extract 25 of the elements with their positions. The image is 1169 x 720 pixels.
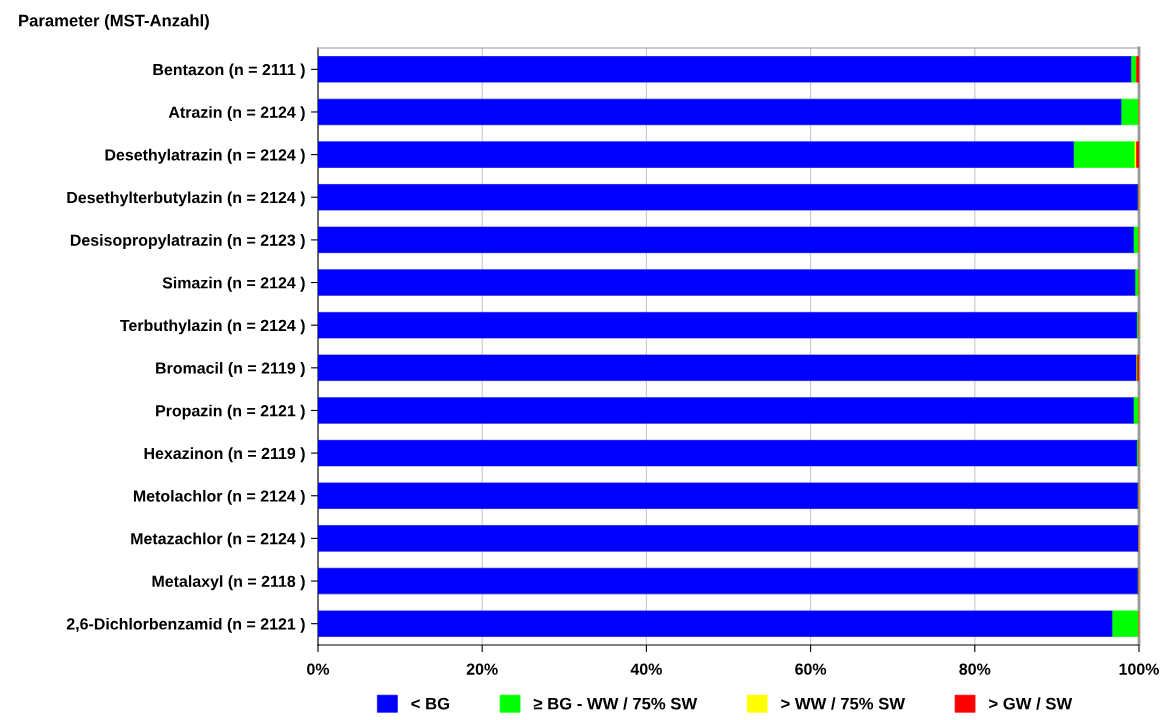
y-tick-label: Desisopropylatrazin (n = 2123 )	[70, 234, 305, 249]
y-tick-label: Metolachlor (n = 2124 )	[133, 489, 305, 505]
legend-label: ≥ BG - WW / 75% SW	[533, 697, 698, 710]
x-tick-label: 60%	[795, 663, 827, 675]
x-tick-label: 40%	[630, 663, 662, 675]
legend-label: > GW / SW	[989, 697, 1073, 710]
y-tick-label: Bentazon (n = 2111 )	[153, 63, 305, 79]
y-tick-label: Hexazinon (n = 2119 )	[144, 447, 305, 463]
y-tick-label: Desethylatrazin (n = 2124 )	[105, 148, 305, 164]
y-tick-label: Propazin (n = 2121 )	[156, 404, 305, 420]
y-tick-label: Metazachlor (n = 2124 )	[131, 532, 305, 548]
x-tick-label: 0%	[307, 663, 330, 675]
y-axis-title: Parameter (MST-Anzahl)	[19, 14, 209, 30]
x-tick-label: 20%	[466, 663, 498, 675]
x-tick-label: 100%	[1119, 663, 1160, 675]
legend-label: > WW / 75% SW	[781, 697, 906, 710]
x-tick-label: 80%	[959, 663, 991, 675]
legend-label: < BG	[411, 697, 450, 710]
y-tick-label: Atrazin (n = 2124 )	[168, 106, 305, 122]
y-tick-label: Terbuthylazin (n = 2124 )	[120, 319, 305, 335]
y-tick-label: 2,6-Dichlorbenzamid (n = 2121 )	[66, 617, 305, 633]
y-tick-label: Desethylterbutylazin (n = 2124 )	[67, 191, 305, 207]
y-tick-label: Bromacil (n = 2119 )	[156, 362, 305, 377]
y-tick-label: Metalaxyl (n = 2118 )	[152, 575, 305, 591]
y-tick-label: Simazin (n = 2124 )	[162, 276, 305, 292]
